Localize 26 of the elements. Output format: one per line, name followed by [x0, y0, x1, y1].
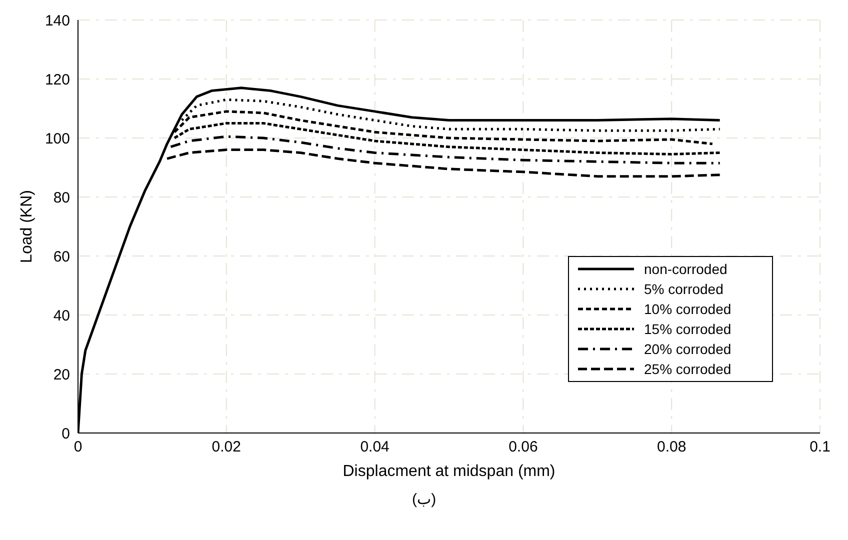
- x-axis-title: Displacment at midspan (mm): [342, 463, 556, 480]
- legend-label: 25% corroded: [644, 361, 732, 377]
- line-series: [166, 148, 722, 178]
- y-tick-label: 100: [44, 130, 70, 148]
- x-tick-label: 0.04: [360, 438, 390, 456]
- y-tick-label: 140: [44, 12, 70, 30]
- legend-label: 20% corroded: [644, 341, 732, 357]
- legend-label: 15% corroded: [644, 321, 732, 337]
- text: (ب): [410, 490, 438, 508]
- line-series: [170, 135, 722, 164]
- y-axis-title: Load (KN): [18, 190, 36, 263]
- x-tick-label: 0.1: [810, 438, 830, 456]
- x-tick-label: 0: [74, 438, 82, 456]
- y-tick-label: 60: [53, 248, 70, 266]
- y-tick-label: 20: [53, 366, 70, 384]
- line-series: [173, 122, 722, 156]
- y-tick-label: 40: [53, 307, 70, 324]
- x-tick-label: 0.08: [657, 438, 686, 456]
- x-tick-label: 0.06: [508, 438, 538, 456]
- y-tick-label: 120: [44, 71, 70, 88]
- y-tick-label: 80: [53, 189, 70, 206]
- legend-label: non-corroded: [644, 261, 728, 277]
- x-tick-label: 0.02: [212, 438, 241, 456]
- legend-label: 5% corroded: [644, 281, 724, 297]
- legend-label: 10% corroded: [644, 301, 732, 317]
- y-tick-label: 0: [62, 425, 70, 442]
